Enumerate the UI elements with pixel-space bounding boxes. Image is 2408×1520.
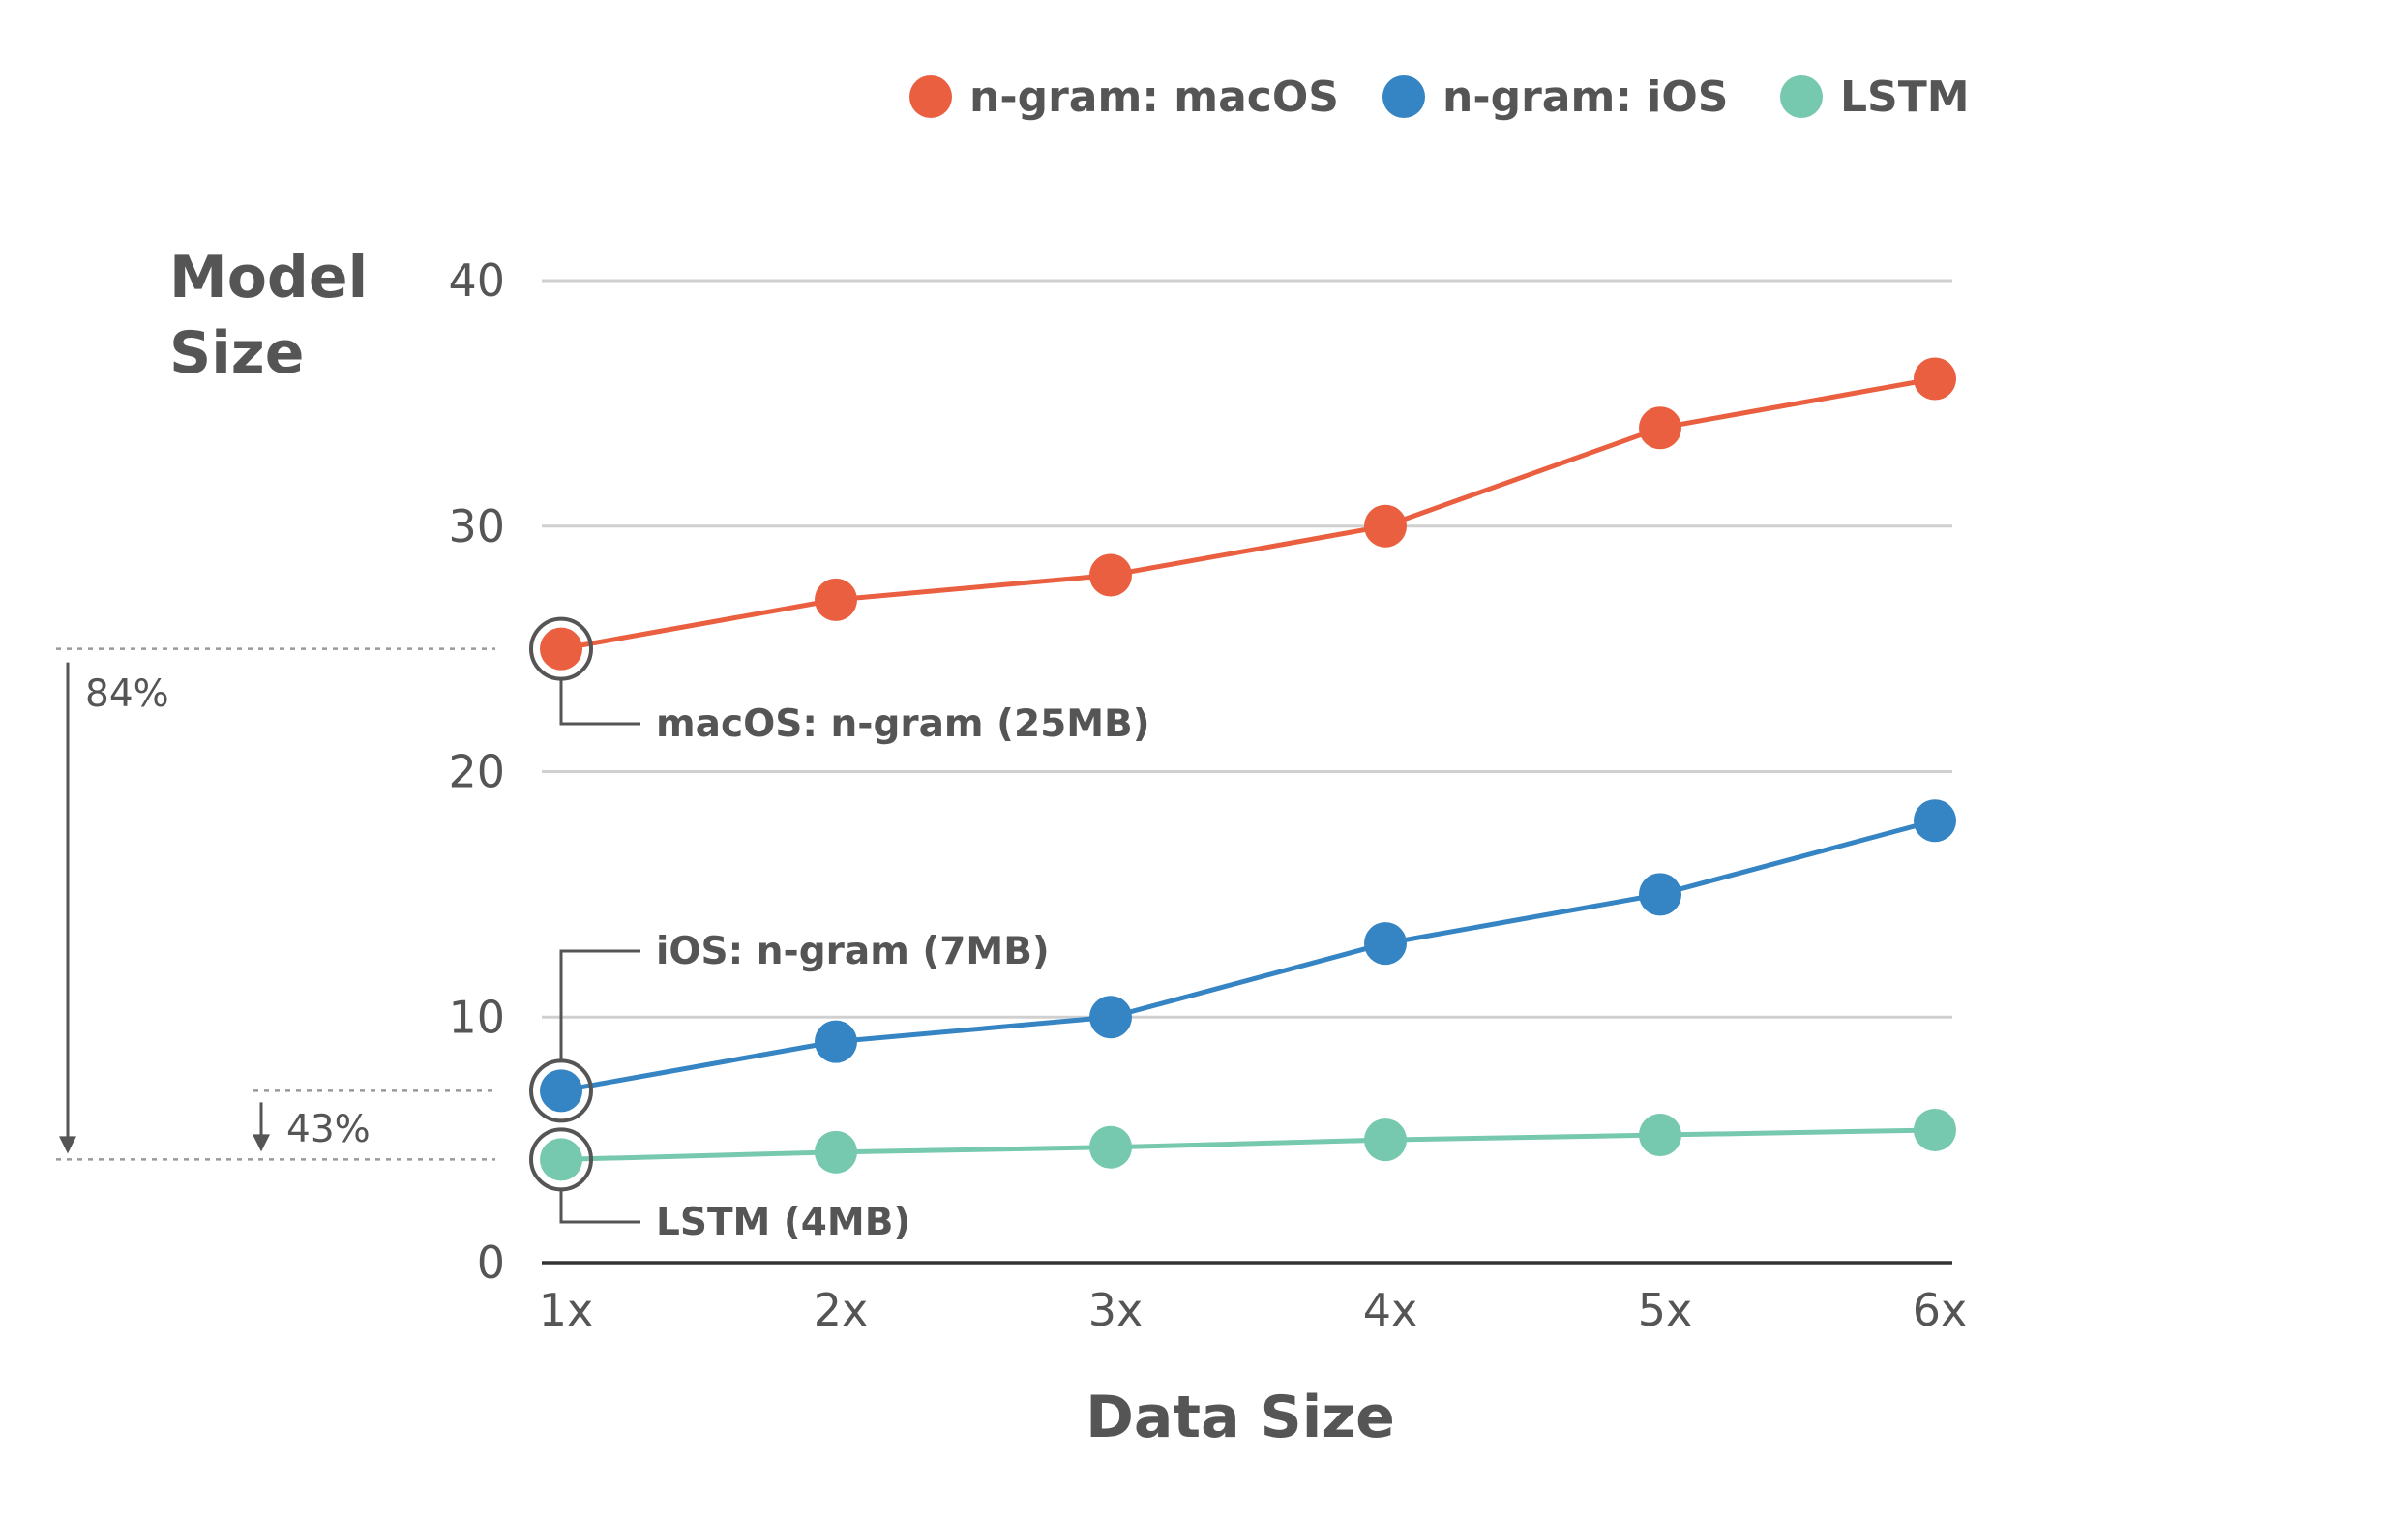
x-axis-title: Data Size <box>1085 1384 1395 1451</box>
callouts <box>529 616 640 1224</box>
series-line-lstm <box>560 1127 1936 1162</box>
y-axis-title-line-2: Size <box>169 319 304 387</box>
y-tick-label: 40 <box>448 254 505 307</box>
data-point-n-gram-ios <box>815 1020 857 1063</box>
series-line-n-gram-macos <box>560 376 1936 652</box>
data-point-lstm <box>815 1130 857 1174</box>
y-tick-label: 10 <box>448 991 505 1043</box>
gridlines <box>542 279 1952 1265</box>
data-point-n-gram-macos <box>1364 504 1407 548</box>
y-tick-label: 20 <box>448 746 505 798</box>
callout-leader-ios <box>559 949 640 1061</box>
series-lines <box>540 357 1956 1181</box>
data-point-lstm <box>1364 1118 1407 1162</box>
x-tick-label: 6x <box>1913 1284 1968 1336</box>
legend-marker-n-gram-ios <box>1382 75 1425 118</box>
x-tick-label: 4x <box>1363 1284 1418 1336</box>
legend: n-gram: macOS n-gram: iOS LSTM <box>909 73 1970 122</box>
data-point-n-gram-ios <box>1914 799 1956 843</box>
data-point-n-gram-ios <box>1364 922 1407 966</box>
data-point-n-gram-macos <box>540 627 582 671</box>
data-point-lstm <box>1639 1114 1681 1157</box>
callout-macos-label: macOS: n-gram (25MB) <box>656 702 1150 746</box>
data-point-n-gram-macos <box>1914 357 1956 401</box>
data-point-n-gram-ios <box>1089 996 1132 1039</box>
x-tick-label: 2x <box>814 1284 869 1336</box>
series-line-n-gram-ios <box>560 818 1936 1093</box>
legend-label-n-gram-macos: n-gram: macOS <box>969 73 1339 122</box>
x-tick-label: 5x <box>1638 1284 1693 1336</box>
callout-leader-lstm <box>559 1189 640 1224</box>
x-tick-label: 1x <box>539 1284 594 1336</box>
legend-label-lstm: LSTM <box>1840 73 1970 122</box>
x-tick-label: 3x <box>1088 1284 1144 1336</box>
data-point-n-gram-ios <box>540 1069 582 1113</box>
y-tick-label: 30 <box>448 500 505 552</box>
data-point-lstm <box>1089 1125 1132 1169</box>
arrow-43-head <box>253 1134 270 1152</box>
legend-label-n-gram-ios: n-gram: iOS <box>1442 73 1728 122</box>
data-point-lstm <box>1914 1108 1956 1151</box>
data-point-n-gram-macos <box>815 578 857 621</box>
data-point-n-gram-ios <box>1639 873 1681 916</box>
y-axis-ticks: 0 10 20 30 40 <box>448 254 505 1289</box>
legend-marker-lstm <box>1780 75 1823 118</box>
pct-84-label: 84% <box>85 672 169 716</box>
callout-ios-label: iOS: n-gram (7MB) <box>656 930 1050 973</box>
y-axis-title-line-1: Model <box>169 244 368 312</box>
data-point-lstm <box>540 1138 582 1181</box>
data-point-n-gram-macos <box>1639 406 1681 450</box>
legend-marker-n-gram-macos <box>909 75 952 118</box>
arrow-84-head <box>59 1136 76 1154</box>
data-point-n-gram-macos <box>1089 553 1132 597</box>
pct-43-label: 43% <box>286 1108 371 1151</box>
y-tick-label: 0 <box>477 1237 505 1289</box>
reduction-guides <box>56 647 495 1161</box>
callout-leader-macos <box>559 678 640 726</box>
x-axis-ticks: 1x 2x 3x 4x 5x 6x <box>539 1284 1968 1336</box>
callout-lstm-label: LSTM (4MB) <box>656 1201 910 1244</box>
